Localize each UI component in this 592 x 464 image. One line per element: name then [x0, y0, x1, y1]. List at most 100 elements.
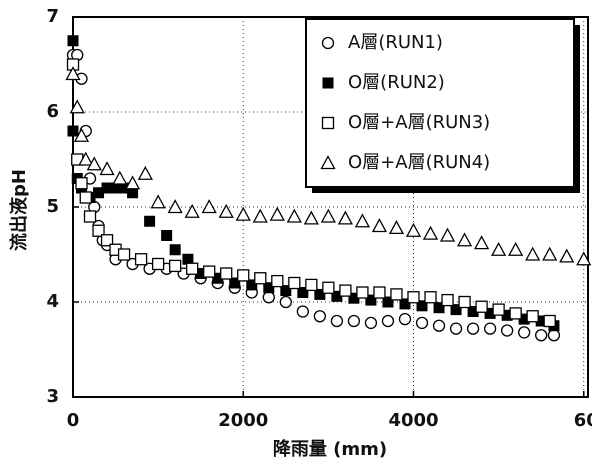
point: [450, 304, 462, 316]
point: [73, 127, 90, 142]
point: [484, 307, 496, 319]
legend-text: O層+A層(RUN4): [348, 152, 490, 173]
point: [348, 292, 360, 304]
y-tick-label: 4: [46, 291, 59, 312]
point: [422, 225, 439, 240]
y-tick-label: 3: [46, 386, 59, 407]
point: [144, 215, 156, 227]
point: [399, 298, 411, 310]
point: [535, 329, 548, 342]
x-tick-label: 4000: [388, 410, 438, 431]
point: [296, 305, 309, 318]
point: [424, 291, 437, 304]
x-axis-label: 降雨量 (mm): [273, 438, 387, 460]
point: [331, 290, 343, 302]
point: [439, 227, 456, 242]
point: [92, 224, 105, 237]
point: [456, 232, 473, 247]
legend-text: O層(RUN2): [348, 72, 445, 93]
point: [371, 218, 388, 233]
point: [547, 329, 561, 342]
point: [110, 182, 122, 194]
point: [320, 208, 336, 223]
point: [491, 241, 507, 256]
point: [69, 99, 85, 114]
point: [150, 194, 166, 209]
legend-box: [305, 18, 575, 188]
point: [65, 66, 81, 81]
plot-frame: [72, 16, 589, 398]
point: [303, 210, 319, 225]
point: [237, 269, 250, 282]
x-tick-label: 2000: [218, 410, 268, 431]
point: [337, 210, 353, 225]
point: [356, 286, 369, 299]
legend-text: A層(RUN1): [348, 32, 443, 53]
point: [543, 314, 556, 328]
point: [182, 253, 194, 265]
point: [297, 287, 309, 298]
y-tick-label: 7: [46, 6, 59, 27]
point: [201, 199, 217, 214]
point: [407, 291, 420, 304]
legend-marker: [321, 116, 335, 130]
point: [381, 314, 395, 328]
point: [99, 161, 115, 176]
point: [124, 175, 141, 190]
point: [330, 314, 344, 328]
point: [526, 310, 539, 323]
point: [458, 295, 471, 309]
point: [576, 251, 592, 266]
legend-marker: [320, 155, 336, 170]
point: [168, 259, 182, 273]
legend-marker: [321, 36, 335, 50]
point: [254, 272, 267, 285]
point: [305, 278, 318, 292]
y-axis-label: 流出液pH: [8, 169, 30, 251]
point: [100, 234, 114, 247]
point: [101, 182, 113, 194]
point: [398, 312, 412, 326]
point: [492, 303, 505, 316]
x-tick-label: 600: [574, 410, 592, 431]
point: [339, 284, 352, 297]
point: [286, 208, 302, 223]
point: [112, 170, 128, 185]
point: [501, 309, 513, 321]
point: [500, 324, 514, 337]
point: [314, 288, 326, 300]
point: [134, 253, 148, 266]
point: [475, 300, 488, 313]
point: [432, 319, 446, 332]
point: [433, 302, 445, 314]
point: [354, 213, 371, 228]
y-tick-label: 6: [46, 101, 59, 122]
point: [382, 296, 394, 308]
point: [525, 246, 541, 261]
point: [390, 288, 403, 301]
point: [313, 310, 327, 323]
point: [483, 322, 497, 335]
point: [388, 220, 405, 235]
point: [509, 307, 522, 320]
point: [252, 208, 268, 223]
point: [542, 246, 558, 261]
point: [347, 314, 361, 328]
point: [117, 248, 131, 261]
point: [246, 279, 258, 291]
point: [93, 187, 105, 199]
point: [269, 206, 285, 221]
legend-text: O層+A層(RUN3): [348, 112, 490, 133]
x-tick-label: 0: [67, 410, 80, 431]
point: [184, 203, 200, 218]
point: [415, 316, 429, 330]
point: [118, 182, 130, 194]
point: [161, 230, 173, 241]
point: [151, 257, 165, 271]
point: [67, 125, 79, 137]
point: [75, 177, 88, 190]
point: [212, 272, 224, 284]
point: [279, 295, 292, 309]
point: [364, 316, 378, 330]
point: [167, 199, 183, 214]
